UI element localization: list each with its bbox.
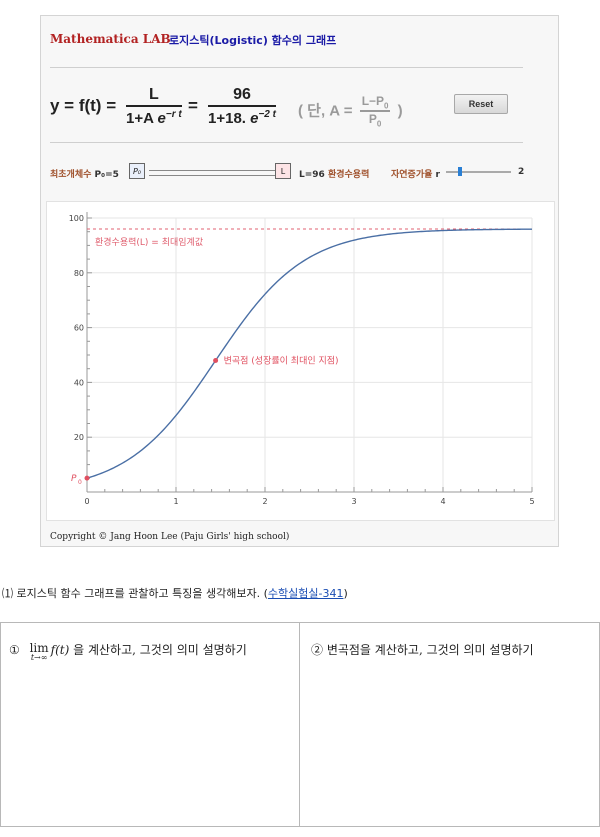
- x-tick-label: 2: [262, 497, 267, 506]
- panel-title: 로지스틱(Logistic) 함수의 그래프: [169, 34, 337, 47]
- r-slider-thumb[interactable]: [458, 167, 463, 176]
- formula-note: ( 단, A = L−P0 P0 ): [298, 94, 403, 129]
- formula-fraction-general: L 1+A e−r t: [126, 86, 182, 127]
- y-tick-label: 80: [74, 269, 84, 278]
- fraction-denominator: 1+A e−r t: [126, 109, 182, 127]
- start-point: [84, 475, 90, 481]
- brand-title: Mathematica LAB: [50, 32, 171, 46]
- y-tick-label: 40: [74, 378, 84, 387]
- start-point-label-sub: 0: [78, 479, 82, 486]
- p0-slider-thumb[interactable]: P₀: [129, 163, 145, 179]
- inflection-label: 변곡점 (성장률이 최대인 지점): [224, 354, 339, 366]
- logistic-curve: [86, 228, 533, 479]
- p0-label: 최초개체수 P₀=5: [50, 170, 119, 180]
- l-label: L=96 환경수용력: [299, 170, 370, 180]
- fraction-numerator: 96: [208, 86, 276, 107]
- range-slider-track[interactable]: [149, 170, 277, 176]
- answer-cell-2: ② 변곡점을 계산하고, 그것의 의미 설명하기: [311, 643, 534, 657]
- copyright: Copyright © Jang Hoon Lee (Paju Girls' h…: [50, 532, 290, 542]
- reset-button[interactable]: Reset: [454, 94, 508, 114]
- r-label: 자연증가율 r: [391, 170, 440, 180]
- inflection-point: [213, 357, 219, 363]
- divider: [50, 142, 523, 143]
- y-tick-label: 100: [69, 214, 84, 223]
- fraction-numerator: L: [126, 86, 182, 107]
- formula: y = f(t) = L 1+A e−r t = 96 1+18. e−2 t …: [50, 86, 430, 136]
- asymptote-label: 환경수용력(L) = 최대임계값: [95, 236, 203, 248]
- x-tick-label: 0: [84, 497, 89, 506]
- question: ⑴ 로지스틱 함수 그래프를 관찰하고 특징을 생각해보자. (수학실험실-34…: [2, 587, 348, 600]
- table-divider: [299, 623, 300, 826]
- x-tick-label: 3: [351, 497, 356, 506]
- answer-table: ① lim t→∞ f(t) 을 계산하고, 그것의 의미 설명하기 ② 변곡점을 …: [0, 622, 600, 827]
- x-tick-label: 4: [440, 497, 445, 506]
- r-slider-track[interactable]: [446, 171, 511, 173]
- formula-fraction-specific: 96 1+18. e−2 t: [208, 86, 276, 127]
- l-slider-thumb[interactable]: L: [275, 163, 291, 179]
- mathematica-panel: Mathematica LAB 로지스틱(Logistic) 함수의 그래프 y…: [40, 15, 559, 547]
- lab-link[interactable]: 수학실험실-341: [267, 587, 344, 600]
- fraction-denominator: 1+18. e−2 t: [208, 109, 276, 127]
- y-tick-label: 20: [74, 433, 84, 442]
- divider: [50, 67, 523, 68]
- y-tick-label: 60: [74, 324, 84, 333]
- formula-equals: =: [188, 96, 198, 115]
- formula-lhs: y = f(t) =: [50, 96, 117, 115]
- x-tick-label: 5: [529, 497, 534, 506]
- answer-cell-1: ① lim t→∞ f(t) 을 계산하고, 그것의 의미 설명하기: [9, 641, 247, 662]
- x-tick-label: 1: [173, 497, 178, 506]
- start-point-label: P: [71, 474, 77, 484]
- r-value: 2: [518, 167, 525, 177]
